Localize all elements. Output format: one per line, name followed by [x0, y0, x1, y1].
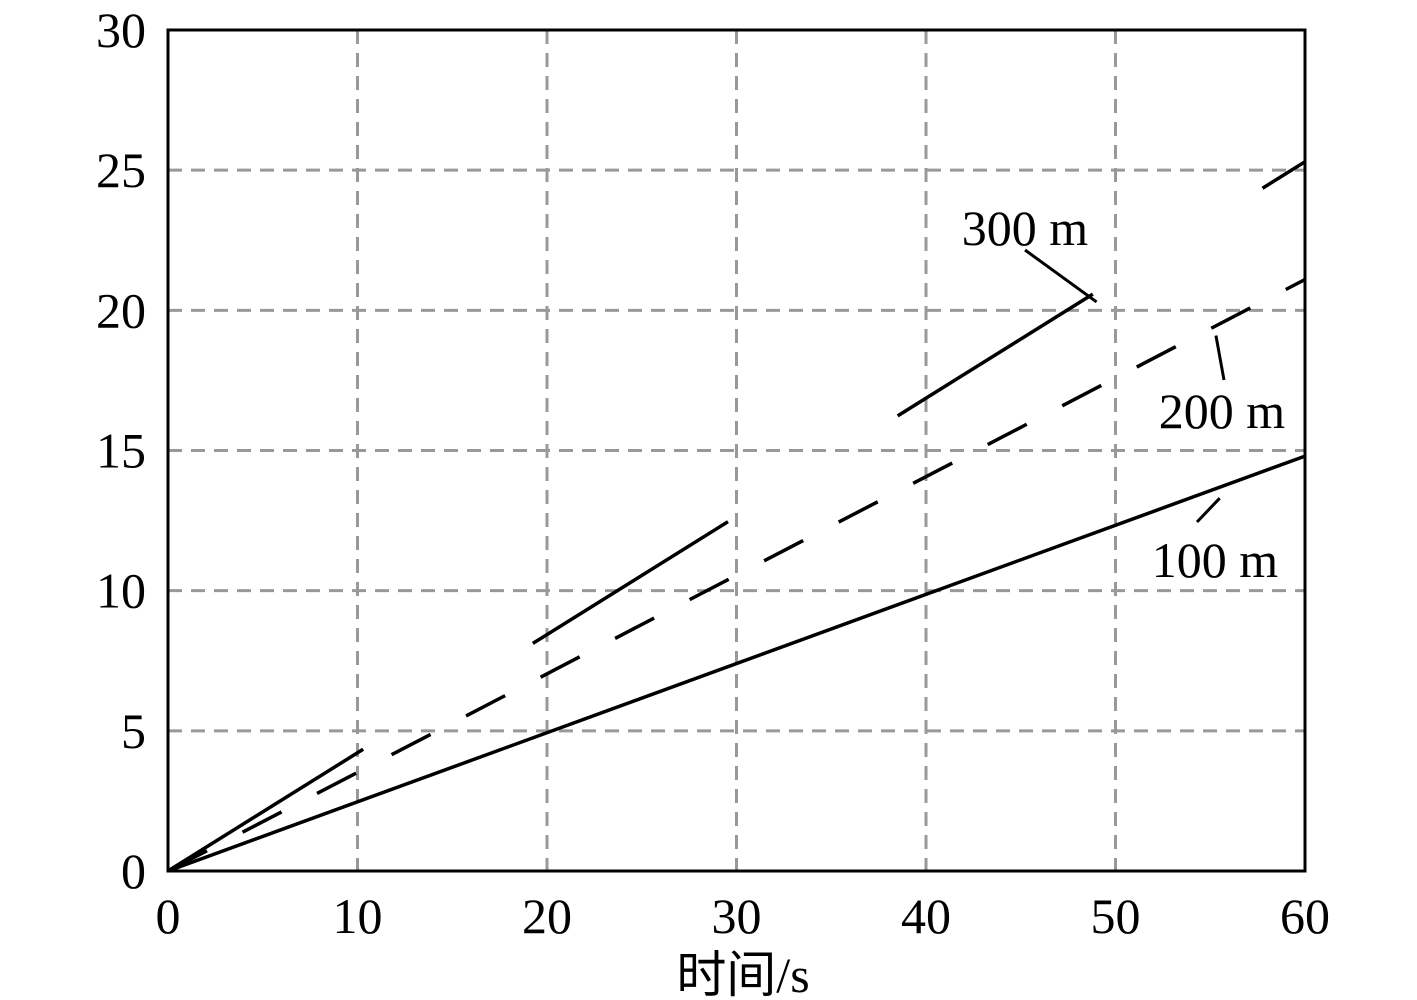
y-tick-label: 15 — [96, 423, 146, 479]
series-label: 100 m — [1152, 532, 1279, 588]
series-label-leader — [1195, 497, 1221, 524]
x-tick-label: 10 — [333, 888, 383, 944]
x-tick-label: 30 — [712, 888, 762, 944]
y-tick-labels: 0 5 10 15 20 25 30 — [96, 2, 146, 899]
series-label-leader — [1024, 248, 1098, 304]
y-tick-label: 30 — [96, 2, 146, 58]
x-tick-label: 60 — [1280, 888, 1330, 944]
series-label: 200 m — [1159, 383, 1286, 439]
series-lines — [167, 160, 1306, 873]
x-tick-label: 40 — [901, 888, 951, 944]
x-axis-label: 时间/s — [676, 947, 809, 1000]
y-tick-label: 20 — [96, 282, 146, 338]
series-label-leader — [1214, 335, 1226, 381]
y-tick-label: 5 — [121, 703, 146, 759]
series-line-100m — [167, 454, 1306, 873]
plot-frame — [166, 28, 1307, 873]
x-tick-label: 0 — [156, 888, 181, 944]
x-tick-label: 50 — [1091, 888, 1141, 944]
series-line-300m — [167, 160, 1306, 873]
series-label: 300 m — [962, 200, 1089, 256]
x-tick-labels: 0 10 20 30 40 50 60 — [156, 888, 1331, 944]
series-labels: 100 m 200 m 300 m — [962, 200, 1286, 588]
series-line-200m — [167, 277, 1306, 873]
y-tick-label: 25 — [96, 142, 146, 198]
y-tick-label: 10 — [96, 563, 146, 619]
y-tick-label: 0 — [121, 843, 146, 899]
x-tick-label: 20 — [522, 888, 572, 944]
grid — [168, 30, 1305, 871]
